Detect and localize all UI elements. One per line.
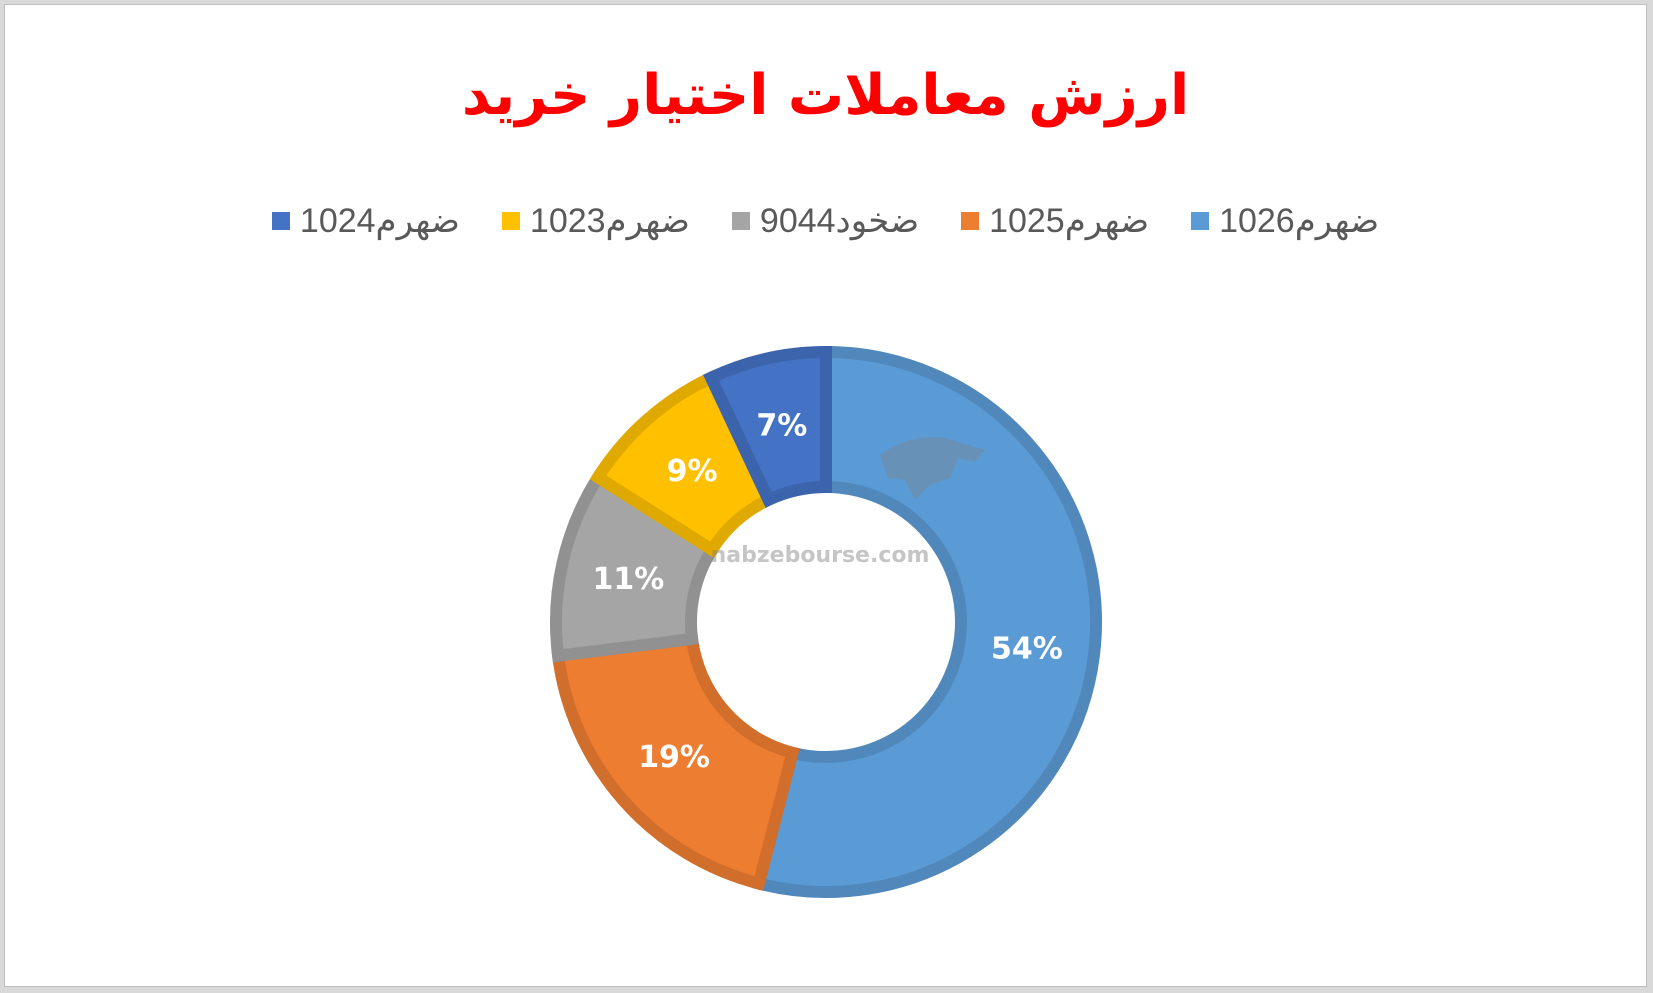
watermark: nabzebourse.com [711,436,985,568]
slice-label: 9% [667,454,718,489]
slice-label: 54% [991,631,1063,666]
chart-title: ارزش معاملات اختیار خرید [461,63,1190,128]
legend-label: ضهرم1023 [529,202,690,240]
donut-slice [551,632,800,891]
legend-label: ضخود9044 [759,202,920,240]
bull-logo-icon [880,436,985,500]
chart-legend: ضهرم1024 ضهرم1023 ضخود9044 ضهرم1025 ضهرم1026 [5,201,1646,241]
legend-swatch [1191,212,1210,230]
slice-labels: 54% 19% 11% 9% 7% [592,408,1062,775]
legend-swatch [501,212,520,230]
slice-label: 19% [638,740,710,775]
legend-label: ضهرم1026 [1219,202,1380,240]
donut-slice [703,345,832,508]
legend-item: ضهرم1023 [501,201,690,241]
donut-slice [751,345,1103,898]
legend-item: ضهرم1026 [1191,201,1379,241]
legend-label: ضهرم1025 [989,202,1150,240]
legend-swatch [271,212,290,230]
watermark-domain: nabzebourse.com [711,543,930,568]
slice-label: 11% [592,562,664,597]
legend-label: ضهرم1024 [299,202,460,240]
donut-slices [550,345,1103,898]
legend-item: ضهرم1025 [961,201,1149,241]
legend-item: ضهرم1024 [271,201,460,241]
legend-item: ضخود9044 [731,201,920,241]
legend-swatch [961,212,980,230]
slice-label: 7% [756,408,807,443]
legend-swatch [731,212,750,230]
